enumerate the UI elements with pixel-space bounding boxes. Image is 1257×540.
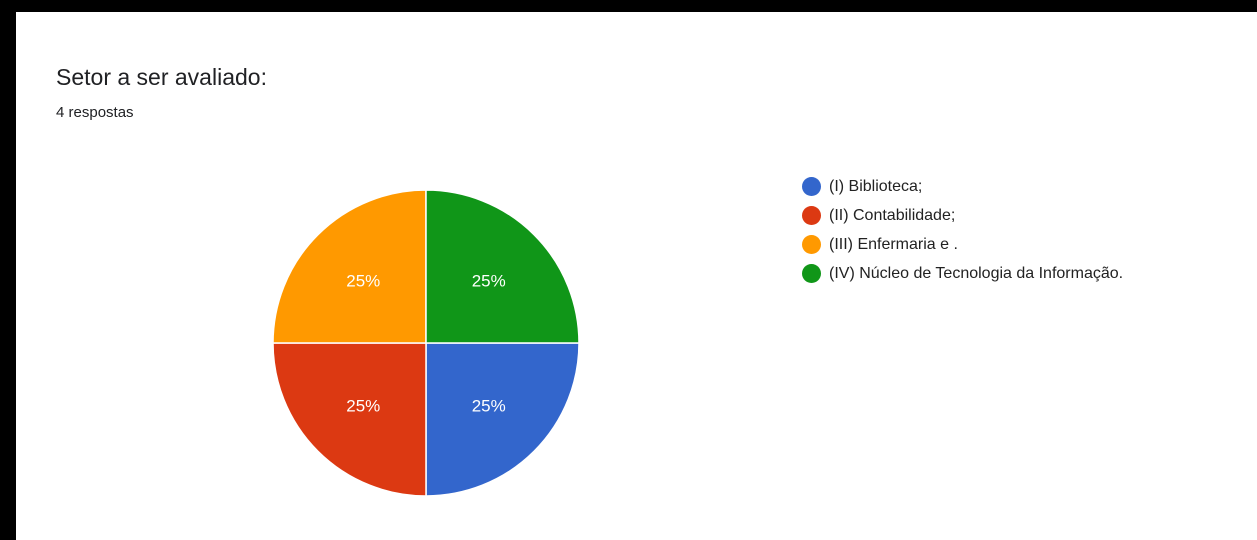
pie-slice-label-nucleo-tecnologia: 25% [472, 271, 506, 290]
legend-swatch [802, 264, 821, 283]
legend-swatch [802, 206, 821, 225]
legend-label: (III) Enfermaria e . [829, 236, 958, 253]
pie-slice-nucleo-tecnologia[interactable] [425, 189, 580, 344]
legend-swatch [802, 177, 821, 196]
pie-chart: 25% 25% 25% 25% [272, 189, 580, 497]
pie-slice-biblioteca[interactable] [425, 342, 580, 497]
legend-item-contabilidade[interactable]: (II) Contabilidade; [802, 205, 1132, 227]
legend-item-nucleo-tecnologia[interactable]: (IV) Núcleo de Tecnologia da Informação. [802, 263, 1132, 285]
legend-item-enfermaria[interactable]: (III) Enfermaria e . [802, 234, 1132, 256]
chart-card: Setor a ser avaliado: 4 respostas 25% 25%… [16, 12, 1257, 540]
pie-slice-label-biblioteca: 25% [472, 397, 506, 416]
pie-slice-contabilidade[interactable] [272, 342, 427, 497]
pie-slice-label-enfermaria: 25% [346, 271, 380, 290]
legend-label: (I) Biblioteca; [829, 178, 923, 195]
pie-slice-enfermaria[interactable] [272, 189, 427, 344]
legend-item-biblioteca[interactable]: (I) Biblioteca; [802, 176, 1132, 198]
chart-legend: (I) Biblioteca; (II) Contabilidade; (III… [802, 176, 1132, 292]
legend-swatch [802, 235, 821, 254]
response-count: 4 respostas [56, 104, 134, 121]
legend-label: (II) Contabilidade; [829, 207, 956, 224]
pie-slice-label-contabilidade: 25% [346, 397, 380, 416]
chart-title: Setor a ser avaliado: [56, 64, 267, 90]
legend-label: (IV) Núcleo de Tecnologia da Informação. [829, 265, 1124, 282]
